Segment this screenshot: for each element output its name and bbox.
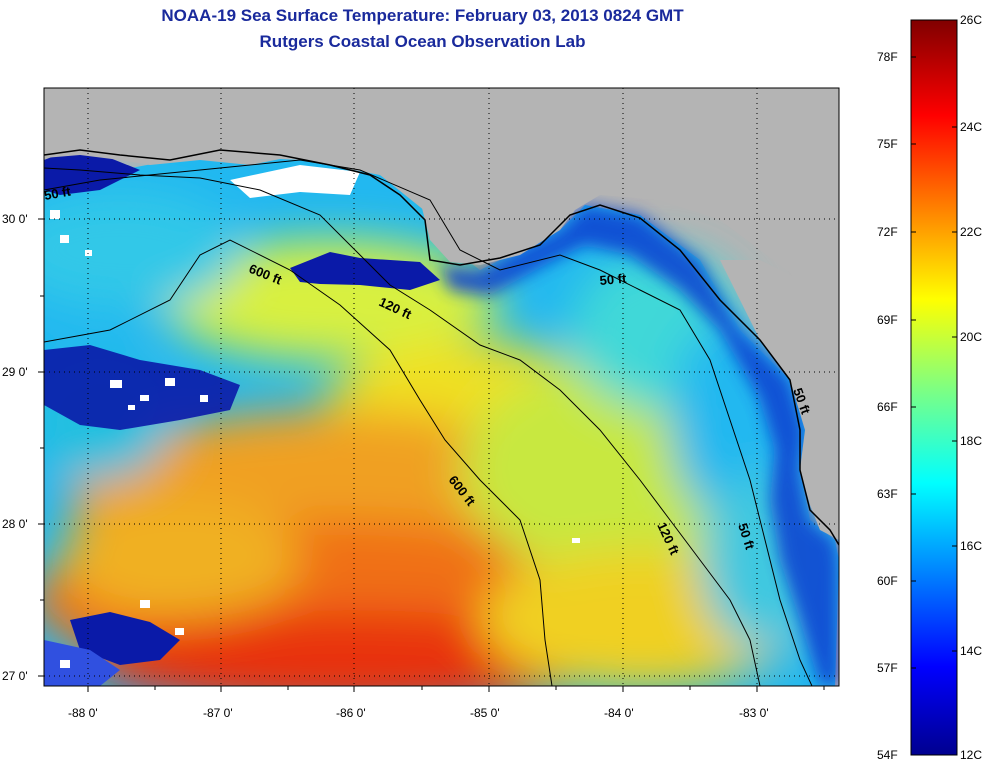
colorbar-f-label: 72F [877,225,898,239]
lat-label: 28 0' [2,517,28,531]
lat-label: 27 0' [2,669,28,683]
contour-label: 50 ft [43,183,73,203]
colorbar-f-label: 60F [877,574,898,588]
colorbar-f-label: 75F [877,137,898,151]
colorbar-f-label: 69F [877,313,898,327]
coastline [44,149,839,546]
contour-label: 50 ft [599,271,628,288]
lon-label: -86 0' [336,706,366,720]
map-frame [43,87,840,687]
colorbar-c-label: 16C [960,539,983,553]
colorbar-f-label: 63F [877,487,898,501]
lat-label: 29 0' [2,365,28,379]
sst-field [44,88,839,686]
depth-contours [44,159,813,686]
cold-patches [44,150,440,686]
colorbar-f-label: 57F [877,661,898,675]
land-north [44,88,839,300]
lon-label: -88 0' [68,706,98,720]
colorbar-f-label: 78F [877,50,898,64]
colorbar-f-label: 54F [877,748,898,762]
lat-label: 30 0' [2,212,28,226]
colorbar-f-label: 66F [877,400,898,414]
colorbar-c-label: 14C [960,644,983,658]
colorbar-c-label: 22C [960,225,983,239]
tick-marks [38,218,825,692]
colorbar-c-label: 26C [960,13,983,27]
lon-label: -87 0' [203,706,233,720]
temperature-gradient [44,190,820,686]
colorbar-c-label: 24C [960,120,983,134]
map-subtitle: Rutgers Coastal Ocean Observation Lab [259,32,586,51]
colorbar-c-label: 12C [960,748,983,762]
lon-label: -85 0' [470,706,500,720]
land-east [720,260,839,540]
map-title: NOAA-19 Sea Surface Temperature: Februar… [161,6,684,25]
lon-label: -83 0' [739,706,769,720]
lon-label: -84 0' [604,706,634,720]
contour-120ft [44,167,761,686]
contour-50ft [44,159,813,686]
colorbar-ticks [911,56,957,669]
contour-600ft [44,239,553,686]
colorbar-c-label: 20C [960,330,983,344]
colorbar [910,19,958,756]
colorbar-c-label: 18C [960,434,983,448]
